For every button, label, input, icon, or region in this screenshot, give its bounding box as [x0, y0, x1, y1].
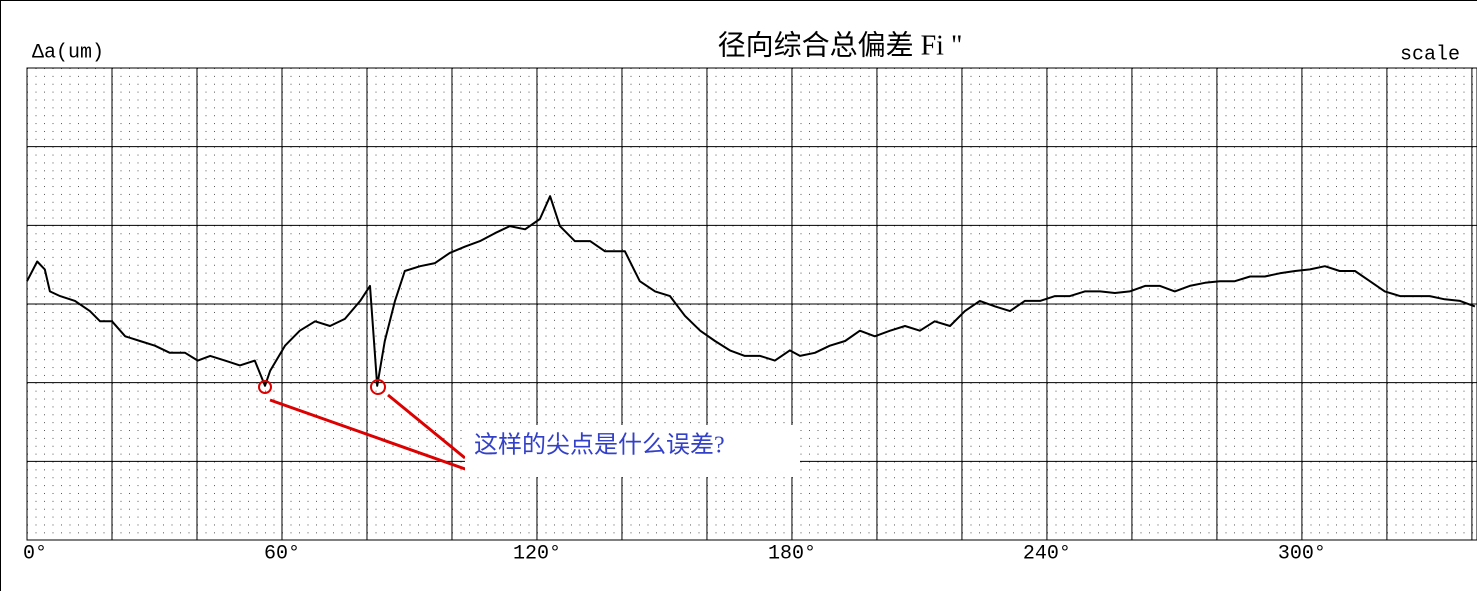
x-tick-label: 300° — [1278, 542, 1326, 565]
data-line — [26, 195, 1476, 387]
chart-title: 径向综合总偏差 Fi " — [718, 29, 963, 61]
x-tick-label: 240° — [1023, 542, 1071, 565]
x-tick-label: 60° — [264, 542, 300, 565]
scale-label: scale — [1400, 43, 1460, 66]
x-tick-label: 120° — [513, 542, 561, 565]
y-axis-label: Δa(um) — [32, 41, 104, 64]
annotation-circle — [370, 379, 386, 395]
x-tick-label: 180° — [768, 542, 816, 565]
annotation-circle — [258, 380, 272, 394]
annotation-arrow — [269, 398, 469, 472]
annotation-text: 这样的尖点是什么误差? — [474, 432, 725, 459]
x-tick-label: 0° — [23, 542, 47, 565]
annotation-box — [465, 425, 800, 477]
annotation-arrow — [387, 393, 466, 460]
